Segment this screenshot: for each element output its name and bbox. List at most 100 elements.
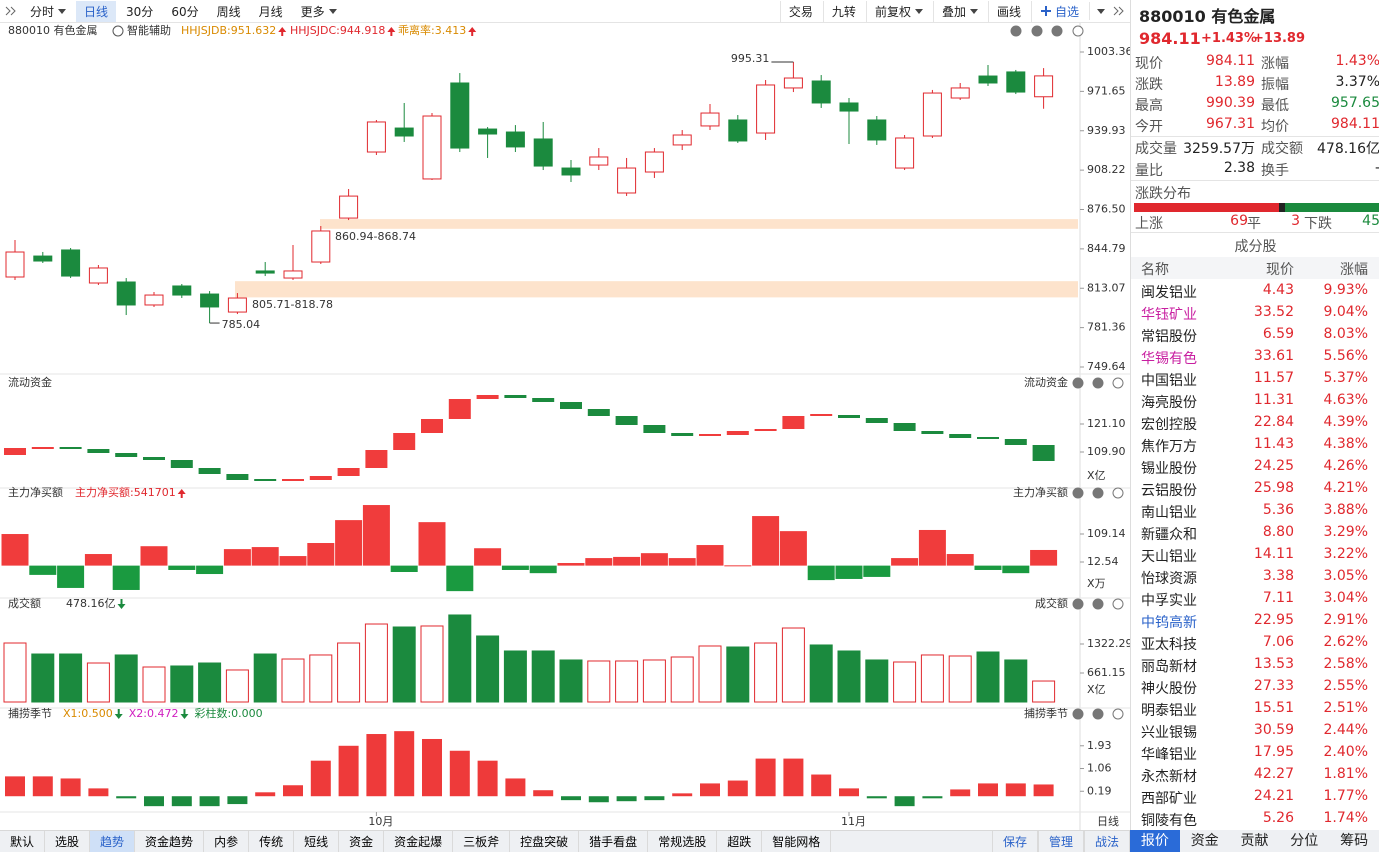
- stock-name[interactable]: 闽发铝业: [1141, 285, 1197, 301]
- stock-number[interactable]: 7.11: [1262, 590, 1294, 606]
- stock-name[interactable]: 锡业股份: [1141, 461, 1197, 477]
- bottom-tab[interactable]: 常规选股: [648, 831, 718, 852]
- stock-number[interactable]: 2.55%: [1323, 678, 1368, 694]
- bottom-tab[interactable]: 智能网格: [762, 831, 832, 852]
- stock-number[interactable]: 5.56%: [1323, 348, 1368, 364]
- stock-name[interactable]: 亚太科技: [1141, 637, 1197, 653]
- stock-name[interactable]: 神火股份: [1141, 681, 1197, 697]
- stock-number[interactable]: 2.40%: [1323, 744, 1368, 760]
- stock-number[interactable]: 24.25: [1253, 458, 1294, 474]
- stock-name[interactable]: 怡球资源: [1141, 571, 1197, 587]
- bottom-tab[interactable]: 内参: [204, 831, 250, 852]
- stock-number[interactable]: 8.80: [1262, 524, 1294, 540]
- period-button[interactable]: 分时: [22, 1, 74, 22]
- stock-name[interactable]: 南山铝业: [1141, 505, 1197, 521]
- side-tab[interactable]: 资金: [1190, 833, 1219, 849]
- bottom-tab[interactable]: 短线: [294, 831, 340, 852]
- bottom-tab[interactable]: 资金起爆: [384, 831, 454, 852]
- stock-name[interactable]: 海亮股份: [1141, 395, 1197, 411]
- bottom-tab[interactable]: 选股: [45, 831, 91, 852]
- stock-number[interactable]: 13.53: [1253, 656, 1294, 672]
- stock-number[interactable]: 2.58%: [1323, 656, 1368, 672]
- stock-number[interactable]: 11.43: [1253, 436, 1294, 452]
- tool-button[interactable]: 叠加: [932, 0, 986, 22]
- stock-number[interactable]: 4.43: [1262, 282, 1294, 298]
- tool-button[interactable]: 交易: [779, 0, 821, 22]
- stock-number[interactable]: 1.81%: [1323, 766, 1368, 782]
- dropdown[interactable]: [1089, 2, 1108, 20]
- stock-name[interactable]: 华锡有色: [1141, 351, 1197, 367]
- stock-name[interactable]: 宏创控股: [1141, 417, 1197, 433]
- stock-number[interactable]: 7.06: [1262, 634, 1294, 650]
- tool-button[interactable]: 自选: [1030, 0, 1087, 22]
- stock-number[interactable]: 11.31: [1253, 392, 1294, 408]
- stock-number[interactable]: 9.04%: [1323, 304, 1368, 320]
- stock-name[interactable]: 中钨高新: [1141, 615, 1197, 631]
- stock-name[interactable]: 西部矿业: [1141, 791, 1197, 807]
- period-button[interactable]: 更多: [293, 1, 345, 22]
- stock-number[interactable]: 8.03%: [1323, 326, 1368, 342]
- stock-name[interactable]: 云铝股份: [1141, 483, 1197, 499]
- period-button[interactable]: 30分: [126, 4, 154, 19]
- stock-number[interactable]: 3.38: [1262, 568, 1294, 584]
- stock-name[interactable]: 华钰矿业: [1141, 307, 1197, 323]
- side-tab[interactable]: 筹码: [1340, 833, 1369, 849]
- stock-number[interactable]: 9.93%: [1323, 282, 1368, 298]
- stock-number[interactable]: 5.37%: [1323, 370, 1368, 386]
- stock-number[interactable]: 2.44%: [1323, 722, 1368, 738]
- stock-number[interactable]: 3.29%: [1323, 524, 1368, 540]
- bottom-tab[interactable]: 控盘突破: [510, 831, 580, 852]
- stock-name[interactable]: 明泰铝业: [1141, 703, 1197, 719]
- bottom-action[interactable]: 战法: [1083, 831, 1130, 852]
- stock-number[interactable]: 22.95: [1253, 612, 1294, 628]
- stock-number[interactable]: 2.51%: [1323, 700, 1368, 716]
- stock-name[interactable]: 华峰铝业: [1141, 747, 1197, 763]
- side-tab[interactable]: 报价: [1130, 830, 1180, 852]
- stock-number[interactable]: 3.88%: [1323, 502, 1368, 518]
- stock-number[interactable]: 14.11: [1253, 546, 1294, 562]
- stock-number[interactable]: 5.36: [1262, 502, 1294, 518]
- stock-number[interactable]: 3.04%: [1323, 590, 1368, 606]
- stock-name[interactable]: 中孚实业: [1141, 593, 1197, 609]
- stock-name[interactable]: 丽岛新材: [1141, 659, 1197, 675]
- stock-name[interactable]: 常铝股份: [1141, 329, 1197, 345]
- period-button[interactable]: 60分: [171, 4, 199, 19]
- stock-number[interactable]: 11.57: [1253, 370, 1294, 386]
- stock-number[interactable]: 24.21: [1253, 788, 1294, 804]
- stock-name[interactable]: 兴业银锡: [1141, 725, 1197, 741]
- stock-name[interactable]: 天山铝业: [1141, 549, 1197, 565]
- stock-number[interactable]: 3.05%: [1323, 568, 1368, 584]
- stock-number[interactable]: 4.21%: [1323, 480, 1368, 496]
- bottom-tab[interactable]: 资金趋势: [135, 831, 205, 852]
- stock-number[interactable]: 5.26: [1262, 810, 1294, 826]
- period-button[interactable]: 日线: [76, 0, 117, 22]
- bottom-tab[interactable]: 三板斧: [453, 831, 511, 852]
- stock-name[interactable]: 永杰新材: [1141, 769, 1197, 785]
- tool-button[interactable]: 九转: [822, 0, 864, 22]
- stock-number[interactable]: 27.33: [1253, 678, 1294, 694]
- bottom-action[interactable]: 管理: [1037, 831, 1084, 852]
- stock-number[interactable]: 6.59: [1262, 326, 1294, 342]
- stock-number[interactable]: 17.95: [1253, 744, 1294, 760]
- stock-number[interactable]: 4.39%: [1323, 414, 1368, 430]
- bottom-tab[interactable]: 资金: [339, 831, 385, 852]
- stock-number[interactable]: 4.38%: [1323, 436, 1368, 452]
- stock-number[interactable]: 33.61: [1253, 348, 1294, 364]
- bottom-action[interactable]: 保存: [991, 831, 1038, 852]
- stock-number[interactable]: 1.74%: [1323, 810, 1368, 826]
- stock-number[interactable]: 30.59: [1253, 722, 1294, 738]
- bottom-tab[interactable]: 超跌: [717, 831, 763, 852]
- bottom-tab[interactable]: 传统: [249, 831, 295, 852]
- stock-number[interactable]: 2.91%: [1323, 612, 1368, 628]
- stock-name[interactable]: 新疆众和: [1141, 527, 1197, 543]
- bottom-tab[interactable]: 默认: [0, 831, 46, 852]
- period-button[interactable]: 周线: [216, 4, 241, 19]
- stock-name[interactable]: 铜陵有色: [1141, 813, 1197, 829]
- period-button[interactable]: 月线: [258, 4, 283, 19]
- stock-number[interactable]: 4.63%: [1323, 392, 1368, 408]
- bottom-tab[interactable]: 趋势: [90, 831, 136, 852]
- stock-number[interactable]: 15.51: [1253, 700, 1294, 716]
- stock-number[interactable]: 1.77%: [1323, 788, 1368, 804]
- stock-number[interactable]: 4.26%: [1323, 458, 1368, 474]
- stock-number[interactable]: 33.52: [1253, 304, 1294, 320]
